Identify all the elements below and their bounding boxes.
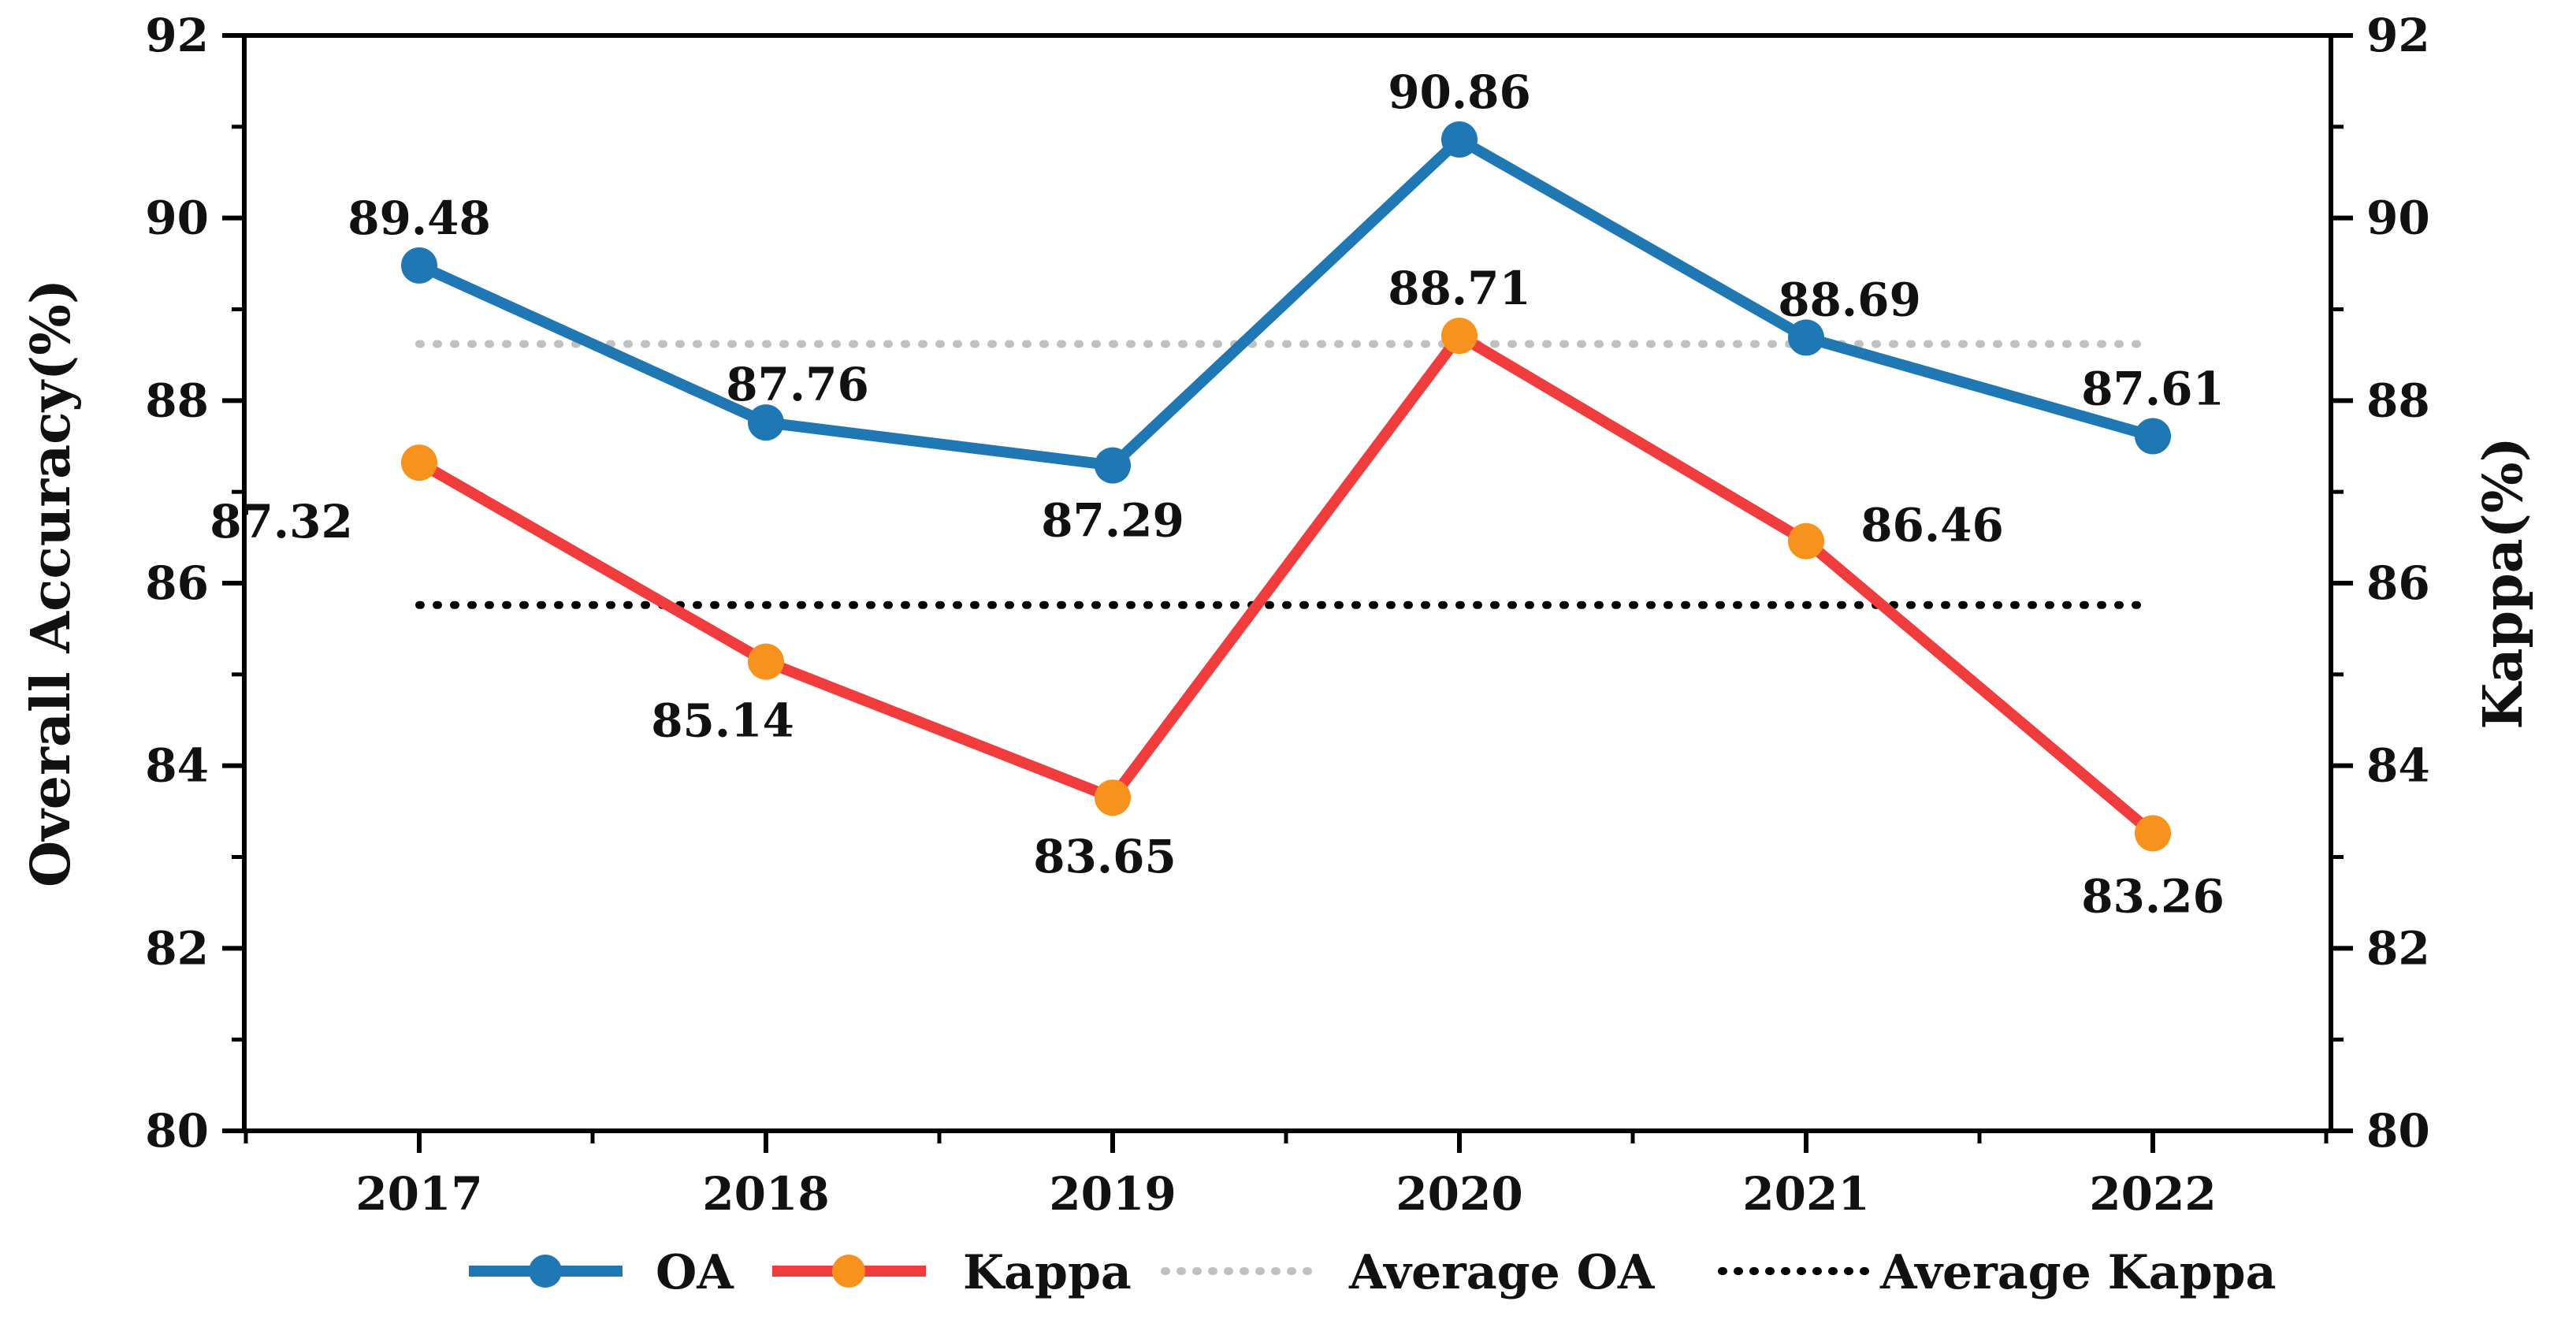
kappa-point — [1788, 522, 1824, 560]
oa-data-label: 87.61 — [2081, 362, 2225, 416]
left-tick-label: 92 — [145, 9, 209, 62]
kappa-point — [401, 444, 437, 481]
right-tick-label: 90 — [2366, 191, 2430, 245]
left-tick-label: 82 — [145, 921, 209, 975]
kappa-data-label: 88.71 — [1388, 262, 1531, 315]
kappa-data-label: 86.46 — [1860, 499, 2004, 552]
legend-oa-marker — [529, 1255, 562, 1288]
oa-point — [1095, 447, 1131, 484]
legend-average-kappa-label: Average Kappa — [1879, 1245, 2276, 1300]
x-tick-label: 2018 — [702, 1167, 829, 1221]
x-tick-label: 2019 — [1049, 1167, 1176, 1221]
oa-point — [1788, 319, 1824, 356]
kappa-point — [748, 643, 784, 680]
right-tick-label: 82 — [2366, 921, 2430, 975]
axis-ticks: 80 80 82 82 84 84 86 86 88 88 90 90 92 92 2017 2018 2019… — [145, 9, 2429, 1221]
oa-point — [401, 247, 437, 284]
left-tick-label: 84 — [145, 739, 209, 793]
left-axis-title: Overall Accuracy(%) — [20, 279, 83, 887]
axes — [242, 33, 2333, 1133]
oa-data-label: 88.69 — [1778, 273, 1921, 326]
legend-kappa-label: Kappa — [963, 1245, 1132, 1300]
kappa-data-label: 85.14 — [651, 694, 794, 748]
reference-lines — [415, 340, 2157, 609]
legend-kappa-marker — [832, 1255, 865, 1288]
kappa-point — [1441, 318, 1478, 355]
left-tick-label: 80 — [145, 1104, 209, 1158]
left-tick-label: 88 — [145, 374, 209, 427]
legend-average-oa-label: Average OA — [1348, 1245, 1656, 1300]
series-lines — [414, 134, 2158, 839]
kappa-series-line — [414, 330, 2158, 839]
kappa-point — [1095, 779, 1131, 816]
kappa-data-label: 83.26 — [2081, 869, 2225, 923]
x-tick-label: 2022 — [2089, 1167, 2216, 1221]
oa-data-label: 87.76 — [726, 358, 869, 411]
kappa-data-label: 87.32 — [210, 495, 353, 548]
oa-series-line — [414, 134, 2158, 471]
left-tick-label: 86 — [145, 556, 209, 610]
oa-point — [1441, 121, 1478, 158]
legend-oa-label: OA — [656, 1245, 734, 1300]
right-tick-label: 88 — [2366, 374, 2430, 427]
oa-data-label: 90.86 — [1388, 65, 1531, 119]
legend: OA Kappa Average OA Average Kappa — [469, 1245, 2276, 1300]
right-tick-label: 84 — [2366, 739, 2430, 793]
kappa-data-label: 83.65 — [1033, 830, 1176, 883]
left-tick-label: 90 — [145, 191, 209, 245]
oa-data-label: 87.29 — [1041, 494, 1184, 548]
oa-data-label: 89.48 — [348, 191, 491, 245]
oa-point — [748, 404, 784, 441]
right-axis-title: Kappa(%) — [2472, 437, 2535, 729]
x-tick-label: 2020 — [1396, 1167, 1522, 1221]
data-labels: 89.48 87.76 87.29 90.86 88.69 87.61 87.32 85.14… — [210, 65, 2225, 923]
right-tick-label: 80 — [2366, 1104, 2430, 1158]
x-tick-label: 2021 — [1742, 1167, 1869, 1221]
kappa-point — [2135, 815, 2171, 852]
right-tick-label: 92 — [2366, 9, 2430, 62]
series-markers — [401, 121, 2171, 852]
oa-point — [2135, 418, 2171, 455]
right-tick-label: 86 — [2366, 556, 2430, 610]
x-tick-label: 2017 — [355, 1167, 482, 1221]
